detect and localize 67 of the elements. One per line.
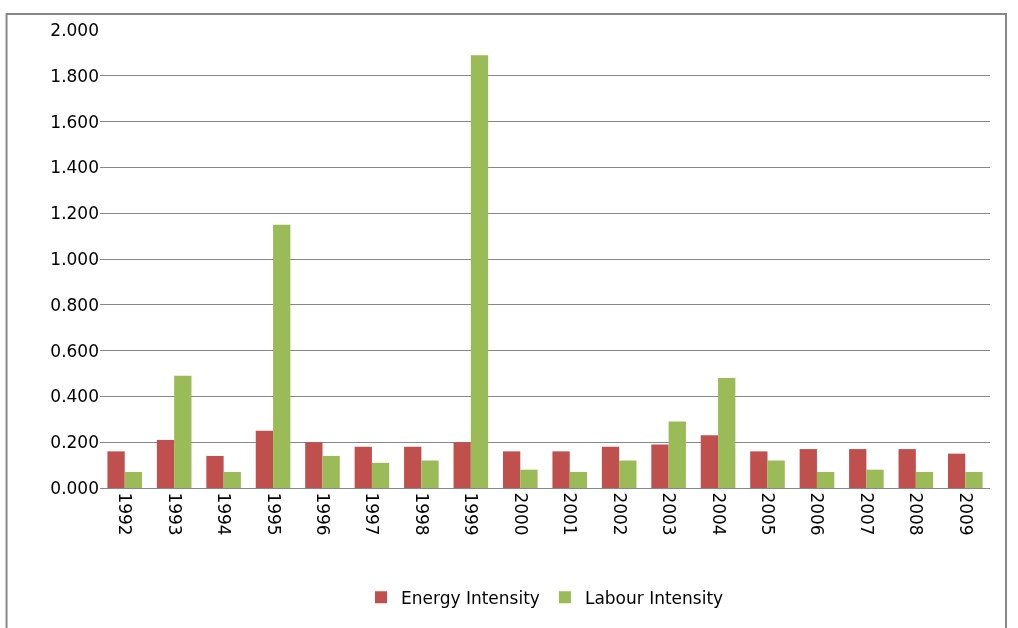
bar	[767, 460, 785, 488]
legend-label: Labour Intensity	[584, 587, 724, 608]
bar	[354, 446, 372, 488]
bar	[552, 451, 570, 488]
y-tick-label: 0.000	[50, 477, 99, 498]
x-tick-label: 2006	[807, 492, 828, 536]
bar	[700, 435, 719, 488]
bar	[404, 446, 422, 488]
bar	[470, 55, 489, 488]
y-tick-label: 1.800	[50, 65, 99, 86]
x-tick-label: 1994	[214, 492, 235, 536]
bar	[651, 444, 669, 488]
bar	[124, 471, 143, 488]
bar	[619, 460, 637, 488]
x-tick-label: 1995	[263, 492, 284, 536]
y-tick-label: 0.400	[50, 386, 99, 407]
y-tick-label: 1.000	[50, 248, 99, 269]
x-tick-label: 1999	[461, 492, 482, 536]
bar	[601, 446, 620, 488]
y-tick-label: 2.000	[50, 19, 99, 40]
y-tick-label: 1.400	[50, 157, 99, 178]
bar	[898, 449, 916, 488]
bar	[520, 469, 538, 488]
bar	[965, 471, 983, 488]
y-tick-label: 0.200	[50, 432, 99, 453]
bar	[569, 471, 588, 488]
x-tick-label: 2003	[659, 492, 680, 536]
bar	[453, 442, 471, 488]
bar	[866, 469, 884, 488]
bar	[915, 471, 934, 488]
bar	[255, 430, 274, 488]
x-tick-label: 1992	[115, 492, 136, 536]
x-tick-label: 1993	[164, 492, 185, 536]
y-tick-label: 0.800	[50, 294, 99, 315]
bar	[322, 455, 340, 488]
bar	[273, 224, 291, 488]
bar	[718, 378, 736, 488]
bar	[668, 421, 686, 488]
bar	[206, 455, 224, 488]
bar	[750, 451, 768, 488]
y-tick-label: 1.600	[50, 111, 99, 132]
bar	[816, 471, 835, 488]
x-tick-label: 2009	[955, 492, 976, 536]
bar	[223, 471, 241, 488]
y-tick-label: 1.200	[50, 203, 99, 224]
bar	[305, 442, 323, 488]
y-tick-label: 0.600	[50, 340, 99, 361]
legend-label: Energy Intensity	[401, 587, 540, 608]
bar	[502, 451, 521, 488]
bar	[371, 462, 390, 488]
x-tick-label: 1996	[312, 492, 333, 536]
x-tick-label: 2000	[510, 492, 531, 536]
bar	[947, 453, 966, 488]
bar	[421, 460, 439, 488]
x-tick-label: 2005	[757, 492, 778, 536]
bar	[799, 449, 817, 488]
x-tick-label: 2001	[560, 492, 581, 536]
x-tick-label: 1997	[362, 492, 383, 536]
bar	[156, 439, 175, 488]
x-tick-label: 2007	[856, 492, 877, 536]
x-tick-label: 2002	[609, 492, 630, 536]
bar	[174, 375, 192, 488]
bar	[107, 451, 125, 488]
x-tick-label: 2004	[708, 492, 729, 536]
bar	[849, 449, 867, 488]
x-tick-label: 2008	[906, 492, 927, 536]
x-tick-label: 1998	[411, 492, 432, 536]
